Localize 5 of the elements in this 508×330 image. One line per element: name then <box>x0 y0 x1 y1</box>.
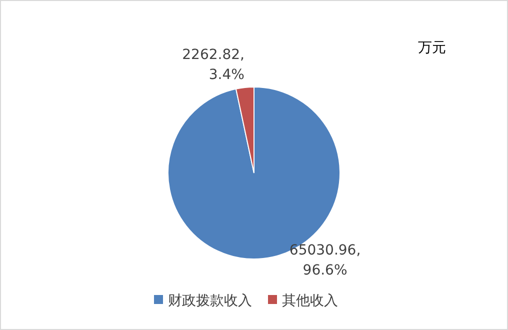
text: 万元 <box>418 40 446 56</box>
data-label: 65030.96, 96.6% <box>289 242 361 279</box>
legend-label: 财政拨款收入 <box>168 293 252 309</box>
legend-label: 其他收入 <box>282 293 338 309</box>
data-label: 2262.82, 3.4% <box>182 47 244 84</box>
